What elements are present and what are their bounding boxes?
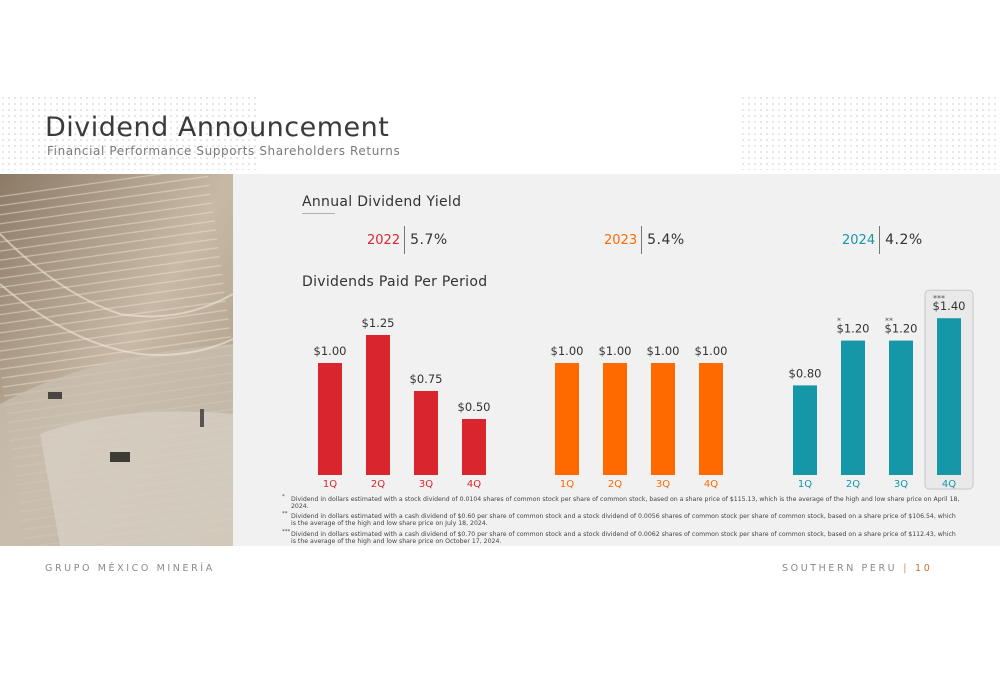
- open-pit-mine-illustration: [0, 174, 233, 546]
- yield-year-label: 2023: [604, 232, 638, 248]
- footnote-text: Dividend in dollars estimated with a cas…: [291, 513, 956, 528]
- decorative-dot-pattern-left: [0, 95, 260, 170]
- footnote-2: ** Dividend in dollars estimated with a …: [282, 511, 961, 528]
- footer-separator: |: [903, 563, 910, 574]
- page-title: Dividend Announcement: [45, 112, 390, 143]
- yield-divider: [404, 226, 406, 254]
- footnote-text: Dividend in dollars estimated with a cas…: [291, 531, 956, 546]
- dividend-panel: [233, 174, 1000, 546]
- yield-value: 5.7%: [410, 232, 448, 248]
- yield-year-label: 2022: [367, 232, 401, 248]
- decorative-dot-pattern-right: [740, 95, 1000, 170]
- yield-value: 4.2%: [885, 232, 923, 248]
- footer-division: SOUTHERN PERU: [782, 563, 898, 574]
- dividends-heading: Dividends Paid Per Period: [302, 274, 488, 290]
- footnote-mark: *: [282, 494, 285, 500]
- mine-photo: [0, 174, 233, 546]
- yield-divider: [641, 226, 643, 254]
- heading-underline: [302, 213, 335, 214]
- footnote-text: Dividend in dollars estimated with a sto…: [291, 496, 960, 511]
- footnote-1: * Dividend in dollars estimated with a s…: [282, 494, 961, 511]
- yield-value: 5.4%: [647, 232, 685, 248]
- page-number: 10: [915, 563, 933, 574]
- footnote-mark: ***: [282, 529, 291, 535]
- footnote-3: *** Dividend in dollars estimated with a…: [282, 529, 961, 546]
- yield-2023: 2023 5.4%: [604, 226, 685, 254]
- footer-company: GRUPO MÉXICO MINERÍA: [45, 563, 215, 574]
- yield-2024: 2024 4.2%: [842, 226, 923, 254]
- yield-year-label: 2024: [842, 232, 876, 248]
- footer-right: SOUTHERN PERU | 10: [782, 563, 932, 574]
- annual-yield-heading: Annual Dividend Yield: [302, 194, 462, 210]
- page-subtitle: Financial Performance Supports Sharehold…: [47, 144, 401, 158]
- yield-2022: 2022 5.7%: [367, 226, 448, 254]
- footnote-mark: **: [282, 511, 288, 517]
- yield-divider: [879, 226, 881, 254]
